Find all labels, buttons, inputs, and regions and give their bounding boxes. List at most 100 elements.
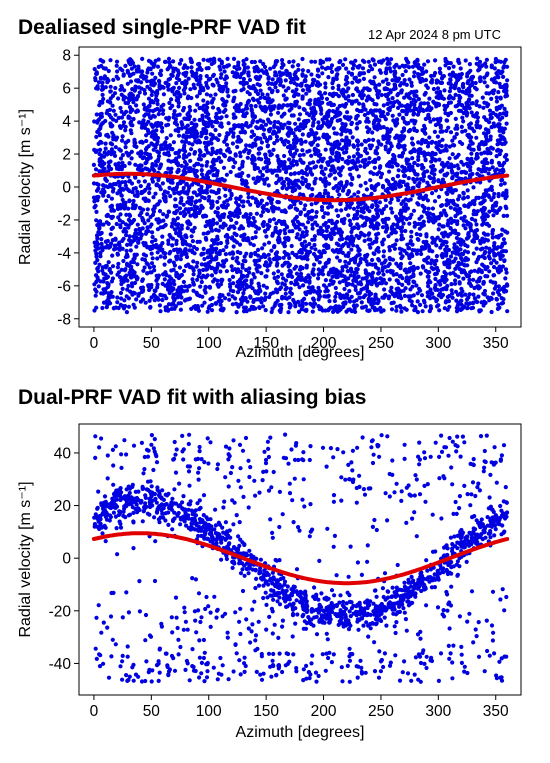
data-point — [194, 264, 199, 269]
data-point — [326, 293, 331, 298]
data-point — [169, 97, 174, 102]
data-point — [321, 172, 326, 177]
data-point — [126, 153, 131, 158]
data-point — [418, 302, 423, 307]
data-point — [116, 96, 121, 101]
data-point — [447, 293, 452, 299]
data-point — [211, 83, 216, 88]
data-point — [501, 65, 506, 70]
data-point — [124, 229, 129, 234]
data-point — [372, 165, 377, 170]
data-point — [407, 221, 412, 226]
data-point — [188, 213, 193, 218]
data-point — [202, 196, 207, 201]
data-point — [494, 95, 499, 100]
data-point — [186, 76, 191, 81]
data-point — [381, 254, 386, 259]
data-point — [169, 166, 174, 171]
data-point — [108, 84, 113, 89]
data-point — [432, 172, 437, 177]
data-point — [251, 83, 256, 89]
data-point — [313, 137, 318, 142]
data-point — [246, 195, 251, 200]
data-point — [157, 303, 162, 308]
data-point — [437, 308, 442, 313]
data-point — [440, 177, 445, 182]
data-point — [199, 168, 204, 173]
data-point — [431, 151, 436, 156]
data-point — [268, 153, 273, 158]
data-point — [481, 105, 486, 110]
data-point — [124, 310, 129, 315]
data-point — [252, 289, 258, 294]
data-point — [185, 123, 190, 128]
data-point — [250, 129, 255, 134]
data-point — [372, 75, 377, 80]
data-point — [235, 144, 240, 150]
data-point — [95, 129, 100, 134]
data-point — [471, 147, 476, 152]
data-point — [219, 115, 224, 120]
data-point — [283, 231, 288, 236]
data-point — [476, 167, 481, 172]
data-point — [356, 89, 361, 94]
data-point — [144, 138, 149, 144]
data-point — [185, 65, 190, 70]
data-point — [436, 303, 441, 308]
data-point — [420, 309, 425, 314]
data-point — [309, 59, 314, 64]
data-point — [332, 131, 337, 136]
data-point — [132, 256, 137, 261]
data-point — [310, 226, 315, 231]
data-point — [191, 259, 196, 264]
data-point — [494, 209, 499, 214]
data-point — [115, 252, 120, 257]
data-point — [440, 203, 445, 208]
data-point — [241, 204, 246, 209]
data-point — [317, 191, 322, 196]
data-point — [175, 68, 180, 73]
data-point — [166, 87, 171, 92]
data-point — [485, 84, 490, 89]
data-point — [343, 206, 348, 211]
data-point — [247, 307, 252, 312]
data-point — [150, 234, 155, 240]
data-point — [472, 129, 477, 134]
data-point — [488, 134, 493, 139]
data-point — [224, 258, 229, 263]
data-point — [344, 281, 349, 286]
data-point — [175, 216, 180, 221]
data-point — [249, 278, 254, 283]
data-point — [176, 100, 181, 105]
data-point — [262, 127, 267, 132]
data-point — [244, 57, 249, 62]
data-point — [467, 62, 472, 67]
data-point — [321, 214, 326, 220]
data-point — [303, 139, 308, 144]
data-point — [475, 119, 480, 124]
data-point — [257, 264, 262, 269]
data-point — [410, 303, 415, 308]
data-point — [438, 125, 443, 130]
data-point — [255, 126, 260, 131]
data-point — [279, 114, 284, 119]
data-point — [298, 211, 303, 217]
data-point — [453, 231, 458, 236]
data-point — [434, 254, 439, 259]
data-point — [162, 262, 167, 267]
data-point — [314, 210, 319, 215]
data-point — [260, 222, 265, 227]
data-point — [168, 170, 173, 175]
data-point — [164, 80, 169, 85]
data-point — [479, 151, 484, 156]
data-point — [480, 222, 485, 227]
data-point — [383, 281, 389, 286]
data-point — [181, 202, 186, 207]
data-point — [394, 308, 399, 313]
data-point — [123, 100, 128, 105]
data-point — [419, 245, 425, 250]
data-point — [375, 172, 380, 177]
data-point — [231, 224, 236, 229]
data-point — [251, 305, 256, 310]
data-point — [505, 64, 510, 69]
